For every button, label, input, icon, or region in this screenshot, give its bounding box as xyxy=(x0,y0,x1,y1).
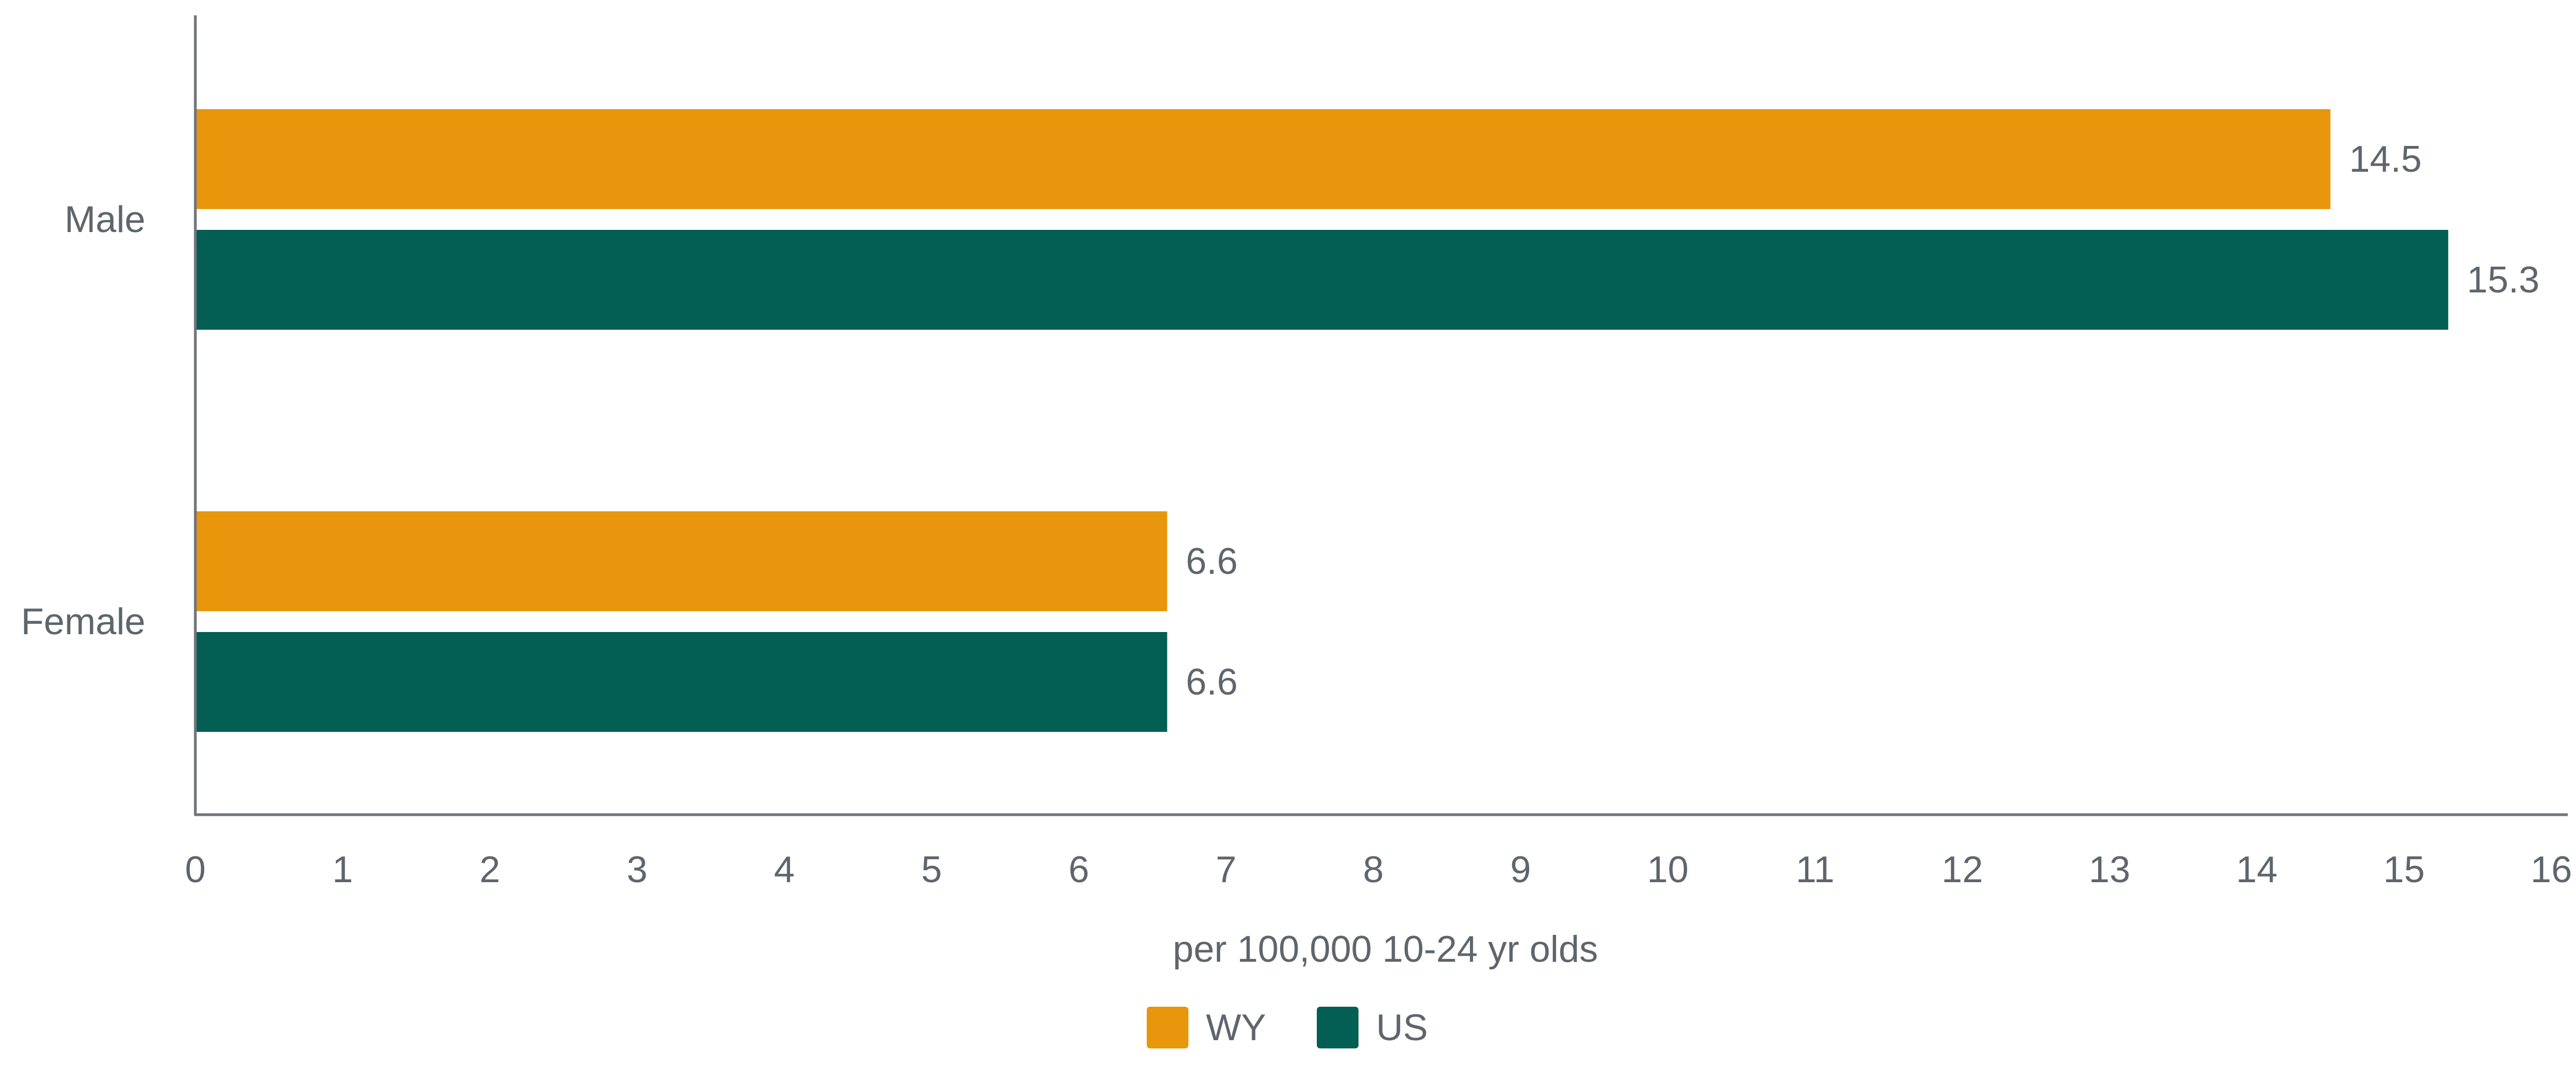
legend-label-us: US xyxy=(1376,1007,1428,1048)
data-label-us-female: 6.6 xyxy=(1186,661,1238,703)
x-tick-label-2: 2 xyxy=(480,849,500,890)
category-label-male: Male xyxy=(65,199,145,240)
data-labels-layer: 14.5 15.3 6.6 6.6 xyxy=(1186,138,2539,703)
x-tick-label-9: 9 xyxy=(1510,849,1531,890)
data-label-wy-male: 14.5 xyxy=(2349,138,2421,180)
x-tick-label-6: 6 xyxy=(1068,849,1089,890)
x-tick-label-1: 1 xyxy=(332,849,353,890)
legend-swatch-wy xyxy=(1147,1007,1188,1048)
category-label-female: Female xyxy=(21,601,145,642)
x-tick-label-7: 7 xyxy=(1216,849,1237,890)
bar-us-male xyxy=(195,230,2449,330)
legend-label-wy: WY xyxy=(1206,1007,1266,1048)
x-tick-label-3: 3 xyxy=(627,849,647,890)
legend-item-us: US xyxy=(1317,1007,1428,1048)
axes-layer xyxy=(194,15,2568,816)
bar-wy-female xyxy=(195,511,1168,611)
x-tick-label-4: 4 xyxy=(774,849,795,890)
bar-us-female xyxy=(195,632,1168,732)
x-tick-label-0: 0 xyxy=(185,849,206,890)
bars-layer xyxy=(195,109,2449,732)
legend: WY US xyxy=(1147,1007,1428,1048)
x-tick-label-16: 16 xyxy=(2530,849,2572,890)
x-tick-label-14: 14 xyxy=(2236,849,2278,890)
x-tick-labels-layer: 0 1 2 3 4 5 6 7 8 9 10 11 12 13 14 15 16 xyxy=(185,849,2572,890)
legend-swatch-us xyxy=(1317,1007,1359,1048)
legend-item-wy: WY xyxy=(1147,1007,1266,1048)
x-tick-label-8: 8 xyxy=(1363,849,1384,890)
data-label-wy-female: 6.6 xyxy=(1186,540,1238,582)
x-tick-label-13: 13 xyxy=(2089,849,2130,890)
data-label-us-male: 15.3 xyxy=(2467,259,2539,301)
x-tick-label-5: 5 xyxy=(921,849,942,890)
x-axis-title: per 100,000 10-24 yr olds xyxy=(1173,928,1598,970)
bar-wy-male xyxy=(195,109,2331,209)
x-tick-label-12: 12 xyxy=(1942,849,1983,890)
x-tick-label-10: 10 xyxy=(1647,849,1689,890)
category-labels-layer: Male Female xyxy=(21,199,145,642)
x-tick-label-15: 15 xyxy=(2383,849,2425,890)
x-tick-label-11: 11 xyxy=(1796,849,1835,890)
